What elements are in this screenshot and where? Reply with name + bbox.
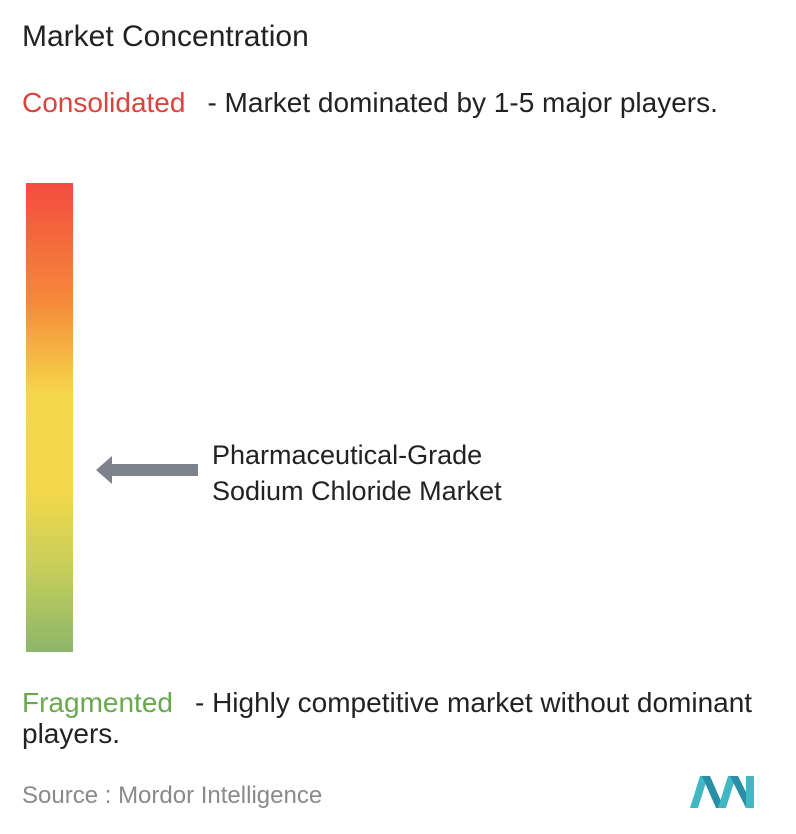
arrow-shape	[96, 456, 198, 484]
market-label-line: Sodium Chloride Market	[212, 476, 502, 506]
consolidated-description: Consolidated - Market dominated by 1-5 ma…	[22, 87, 762, 118]
market-label-line: Pharmaceutical-Grade	[212, 440, 483, 470]
fragmented-label: Fragmented	[22, 687, 173, 718]
concentration-scale	[26, 183, 73, 652]
source-label: Source :	[22, 782, 112, 809]
fragmented-description: Fragmented - Highly competitive market wi…	[22, 687, 762, 749]
logo	[690, 776, 754, 808]
title: Market Concentration	[22, 20, 309, 53]
consolidated-text: - Market dominated by 1-5 major players.	[207, 87, 718, 118]
source-name: Mordor Intelligence	[118, 782, 323, 809]
consolidated-label: Consolidated	[22, 87, 186, 118]
market-label: Pharmaceutical-Grade Sodium Chloride Mar…	[212, 437, 502, 509]
arrow	[96, 456, 198, 484]
fragmented-text: - Highly competitive market without domi…	[22, 687, 753, 749]
source: Source : Mordor Intelligence	[22, 782, 322, 810]
